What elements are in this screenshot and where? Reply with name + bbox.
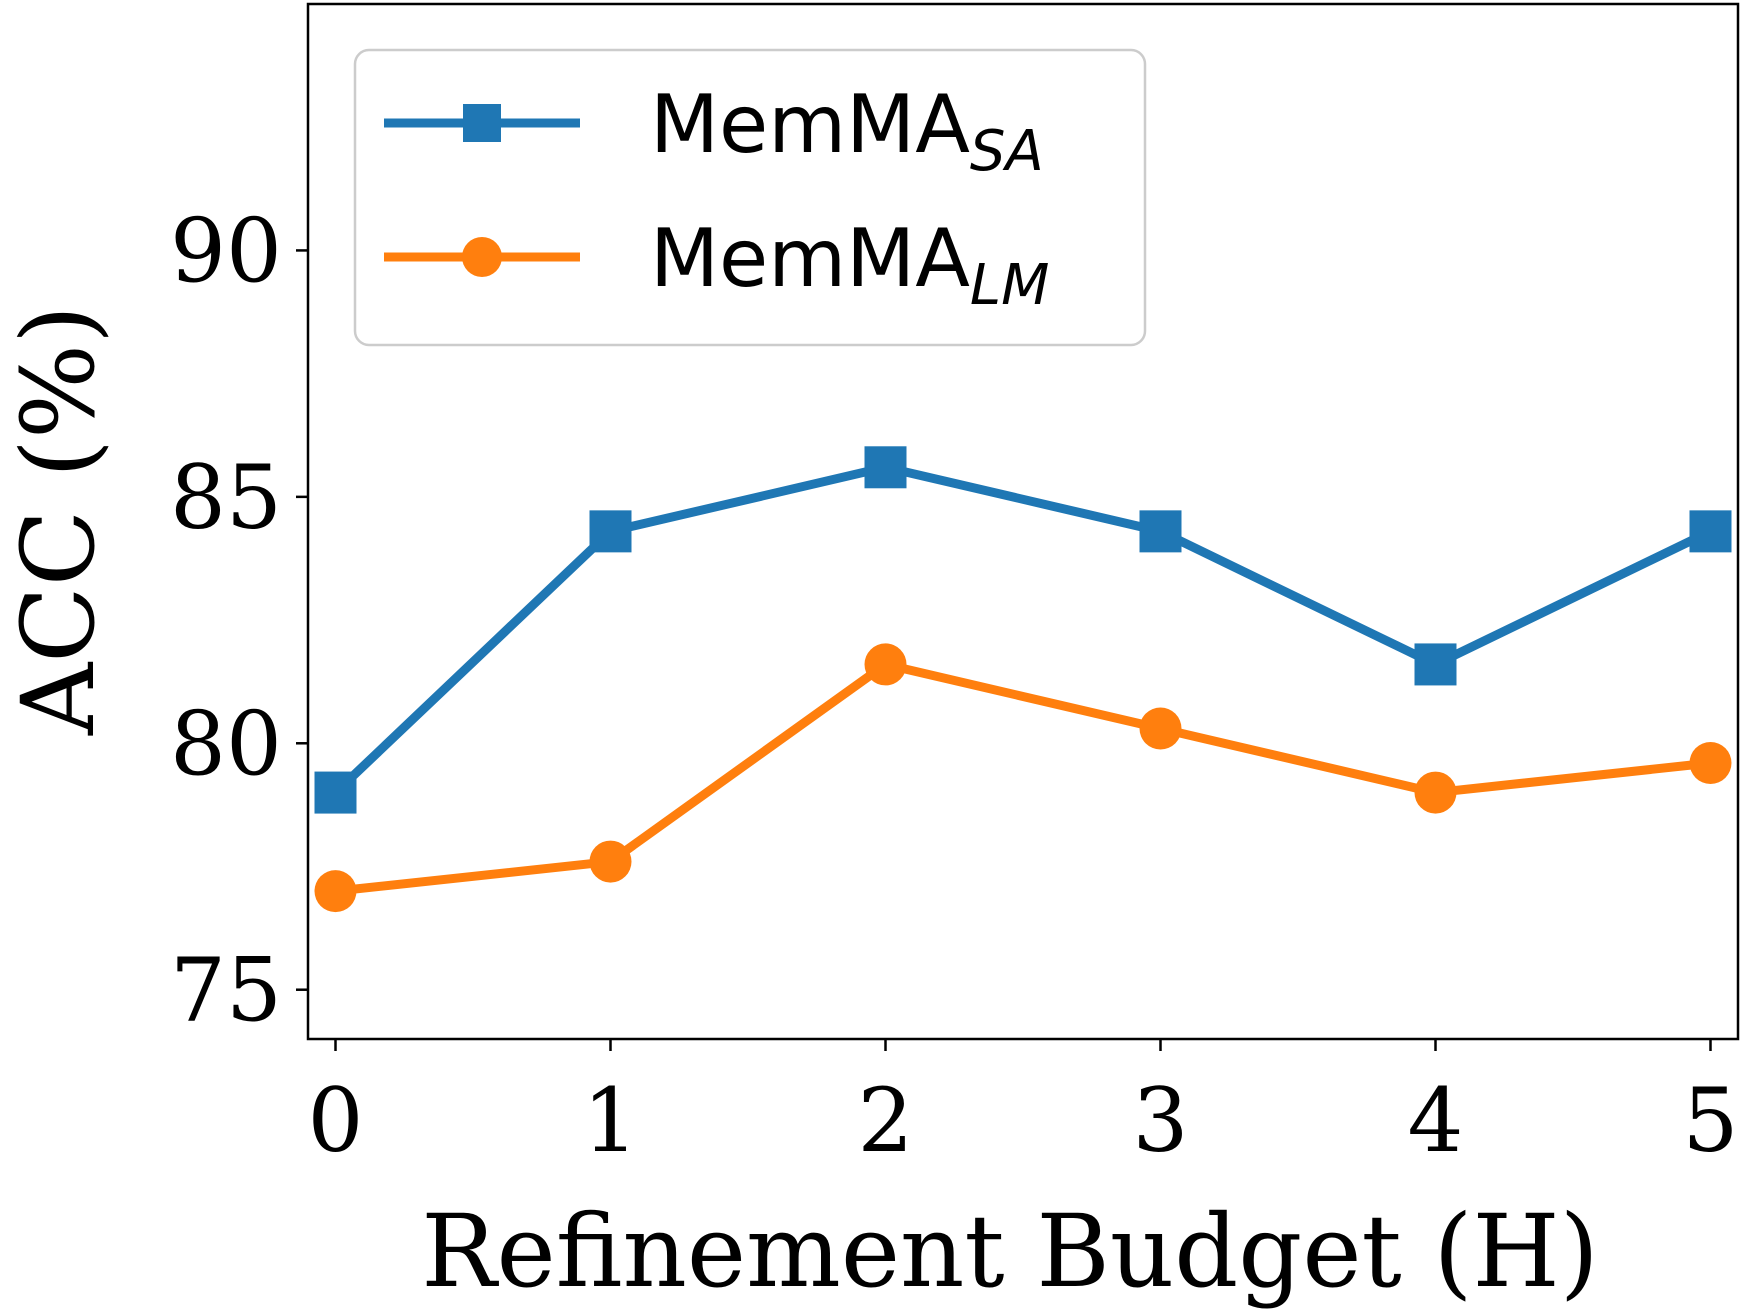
x-axis-label: Refinement Budget (H) [421, 1193, 1598, 1310]
legend: MemMASA MemMALM [353, 48, 1147, 347]
data-point-lm [314, 870, 357, 913]
y-axis-ticks: 75 80 85 90 [170, 199, 308, 1042]
data-point-lm [1139, 707, 1182, 750]
series-line-lm [335, 659, 1711, 896]
data-point-sa [1414, 643, 1457, 686]
legend-marker-square [463, 104, 501, 142]
data-point-sa [314, 771, 357, 814]
y-tick-label: 80 [170, 692, 282, 795]
legend-label-lm-name: MemMA [650, 212, 970, 305]
data-point-lm [1414, 771, 1457, 814]
legend-label-sa: MemMASA [650, 78, 1044, 184]
series-line-sa [332, 462, 1713, 796]
x-tick-label: 1 [583, 1069, 639, 1172]
y-axis-label: ACC (%) [0, 305, 117, 736]
x-tick-label: 2 [858, 1069, 914, 1172]
y-tick-label: 90 [170, 199, 282, 302]
data-point-lm [589, 840, 632, 883]
data-point-sa [1689, 510, 1732, 553]
data-point-sa [589, 510, 632, 553]
plot-frame [306, 2, 1740, 1041]
legend-label-sa-name: MemMA [650, 78, 970, 171]
legend-marker-circle [462, 237, 502, 277]
x-tick-label: 3 [1133, 1069, 1189, 1172]
legend-label-lm-sub: LM [970, 253, 1050, 318]
x-tick-label: 5 [1683, 1069, 1739, 1172]
legend-label-lm: MemMALM [650, 212, 1049, 318]
series-layer [314, 446, 1732, 913]
legend-label-sa-sub: SA [970, 119, 1044, 184]
x-tick-label: 0 [308, 1069, 364, 1172]
data-point-lm [864, 643, 907, 686]
data-point-lm [1689, 742, 1732, 784]
y-tick-label: 75 [170, 939, 282, 1042]
data-point-sa [1139, 510, 1182, 553]
data-point-sa [864, 446, 907, 489]
y-tick-label: 85 [170, 446, 282, 549]
x-axis-ticks: 0 1 2 3 4 5 [308, 1039, 1739, 1172]
x-tick-label: 4 [1408, 1069, 1464, 1172]
